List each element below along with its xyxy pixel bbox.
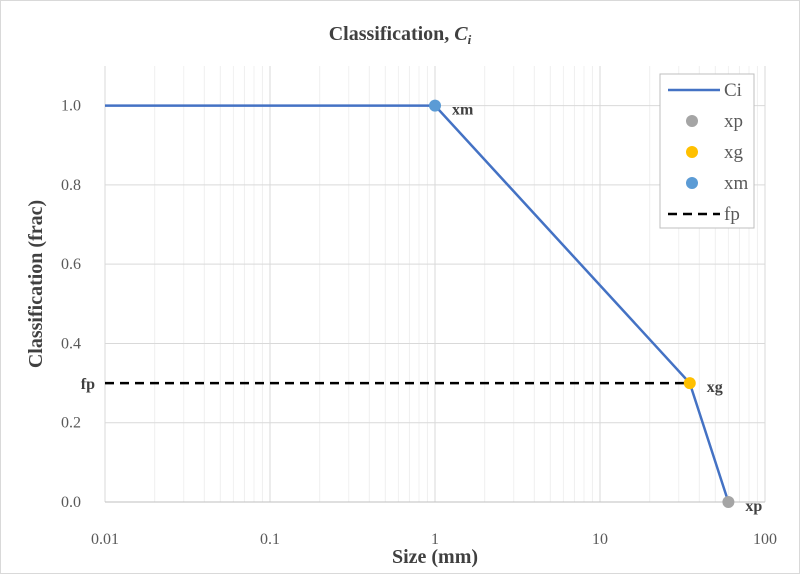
legend-marker-xg <box>686 146 698 158</box>
legend-label-xm: xm <box>724 173 749 194</box>
data-label-xm: xm <box>452 102 474 119</box>
series-layer: fp xp xg xm <box>81 99 762 515</box>
y-tick-label: 0.2 <box>61 415 81 432</box>
data-point-xg <box>683 377 696 390</box>
data-label-xg: xg <box>707 379 723 396</box>
y-tick-label: 0.6 <box>61 256 81 273</box>
legend-marker-xp <box>686 115 698 127</box>
x-tick-label: 0.01 <box>91 531 119 548</box>
x-tick-label: 1 <box>431 531 439 548</box>
legend-label-xg: xg <box>724 142 744 163</box>
x-tick-label: 10 <box>592 531 608 548</box>
axes: 0.01 0.1 1 10 100 0.0 0.2 0.4 0.6 0.8 1.0 <box>61 66 777 548</box>
data-point-xm <box>429 99 441 112</box>
data-label-xp: xp <box>745 498 762 515</box>
series-line-Ci <box>105 104 730 503</box>
x-tick-label: 100 <box>753 531 777 548</box>
chart-title: Classification, Ci <box>329 23 472 47</box>
y-tick-label: 0.8 <box>61 177 81 194</box>
y-tick-label: 0.4 <box>61 335 81 352</box>
legend: Ci xp xg xm fp <box>659 73 755 229</box>
y-tick-label: 0.0 <box>61 494 81 511</box>
legend-label-Ci: Ci <box>724 80 742 101</box>
y-axis-label: Classification (frac) <box>25 200 47 368</box>
x-tick-label: 0.1 <box>260 531 280 548</box>
legend-box <box>659 73 755 229</box>
data-point-xp <box>722 496 735 508</box>
legend-label-fp: fp <box>724 204 740 225</box>
y-tick-label: 1.0 <box>61 98 81 115</box>
legend-label-xp: xp <box>724 111 743 132</box>
legend-marker-xm <box>686 177 698 189</box>
x-axis-label: Size (mm) <box>392 546 478 568</box>
data-label-fp: fp <box>81 376 95 393</box>
